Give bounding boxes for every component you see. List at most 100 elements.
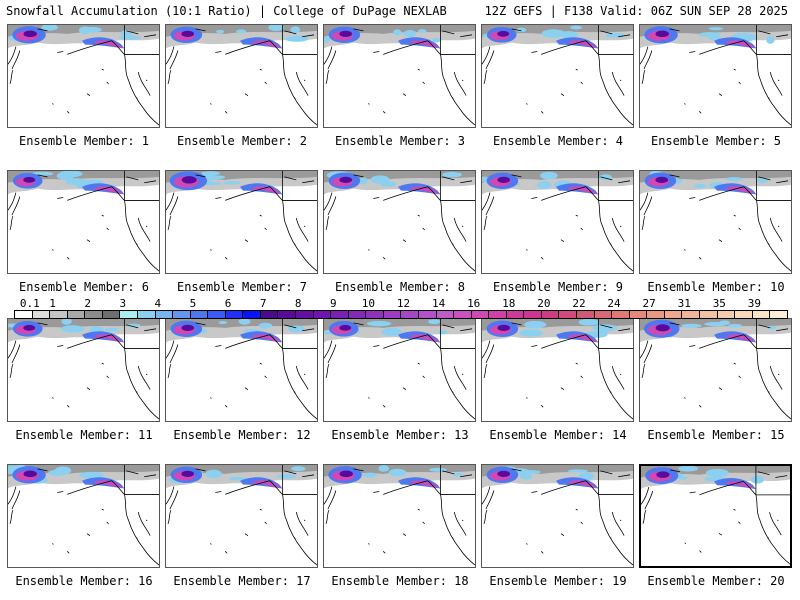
colorbar-swatch (67, 311, 86, 318)
map-panel-member-6[interactable] (7, 170, 160, 274)
map-panel-member-17[interactable] (165, 464, 318, 568)
snowfall-map (640, 25, 791, 126)
colorbar-tick-label: 7 (259, 297, 267, 310)
colorbar-swatch (717, 311, 736, 318)
colorbar-swatch (383, 311, 402, 318)
colorbar-tick-label: 39 (747, 297, 762, 310)
colorbar-swatch (770, 311, 787, 318)
panel-label: Ensemble Member: 5 (650, 134, 782, 148)
panel-label: Ensemble Member: 8 (334, 280, 466, 294)
colorbar-swatch (401, 311, 419, 318)
colorbar (14, 310, 788, 319)
colorbar-tick-label: 24 (607, 297, 621, 310)
colorbar-tick-label: 12 (396, 297, 411, 310)
map-panel-member-14[interactable] (481, 318, 634, 422)
panel-label: Ensemble Member: 15 (647, 428, 785, 442)
colorbar-swatch (50, 311, 68, 318)
panel-label: Ensemble Member: 6 (18, 280, 150, 294)
map-panel-member-3[interactable] (323, 24, 476, 128)
colorbar-swatch (313, 311, 332, 318)
panel-label: Ensemble Member: 12 (173, 428, 311, 442)
map-panel-member-2[interactable] (165, 24, 318, 128)
snowfall-map (482, 319, 633, 420)
colorbar-swatch (489, 311, 507, 318)
map-panel-member-11[interactable] (7, 318, 160, 422)
colorbar-labels: 0.1 1 2 3 4 5 6 7 8 9 10 12 14 16 18 20 22 24 27 31 35 39 (14, 297, 786, 310)
colorbar-tick-label: 16 (467, 297, 481, 310)
map-panel-member-16[interactable] (7, 464, 160, 568)
colorbar-swatch (155, 311, 174, 318)
colorbar-swatch (190, 311, 209, 318)
snowfall-map (641, 466, 790, 565)
snowfall-map (8, 171, 159, 272)
colorbar-tick-label: 31 (677, 297, 691, 310)
map-panel-member-12[interactable] (165, 318, 318, 422)
colorbar-tick-label: 5 (189, 297, 197, 310)
colorbar-swatch (664, 311, 683, 318)
colorbar-swatch (682, 311, 700, 318)
colorbar-tick-label: 18 (502, 297, 516, 310)
colorbar-swatch (454, 311, 472, 318)
colorbar-swatch (331, 311, 349, 318)
panel-label: Ensemble Member: 4 (492, 134, 624, 148)
colorbar-swatch (699, 311, 718, 318)
colorbar-swatch (85, 311, 103, 318)
colorbar-tick-label: 4 (154, 297, 162, 310)
snowfall-map (324, 465, 475, 566)
map-panel-member-4[interactable] (481, 24, 634, 128)
snowfall-map (166, 465, 317, 566)
colorbar-tick-label: 22 (572, 297, 586, 310)
colorbar-tick-label: 8 (294, 297, 302, 310)
panel-label: Ensemble Member: 19 (489, 574, 627, 588)
colorbar-swatch (260, 311, 279, 318)
panel-label: Ensemble Member: 13 (331, 428, 469, 442)
colorbar-swatch (348, 311, 367, 318)
colorbar-swatch (471, 311, 490, 318)
map-panel-member-19[interactable] (481, 464, 634, 568)
colorbar-swatch (15, 311, 33, 318)
colorbar-swatch (594, 311, 613, 318)
colorbar-swatch (173, 311, 191, 318)
snowfall-map (324, 171, 475, 272)
map-panel-member-1[interactable] (7, 24, 160, 128)
panel-label: Ensemble Member: 18 (331, 574, 469, 588)
colorbar-swatch (225, 311, 244, 318)
map-panel-member-20[interactable] (639, 464, 792, 568)
map-panel-member-9[interactable] (481, 170, 634, 274)
colorbar-swatch (418, 311, 437, 318)
colorbar-swatch (243, 311, 261, 318)
colorbar-swatch (436, 311, 455, 318)
snowfall-map (166, 25, 317, 126)
colorbar-swatch (577, 311, 595, 318)
snowfall-map (166, 171, 317, 272)
panel-label: Ensemble Member: 10 (647, 280, 785, 294)
colorbar-swatch (735, 311, 753, 318)
colorbar-tick-label: 1 (49, 297, 56, 310)
colorbar-tick-label: 10 (361, 297, 376, 310)
map-panel-member-15[interactable] (639, 318, 792, 422)
colorbar-swatch (752, 311, 771, 318)
snowfall-map (8, 25, 159, 126)
map-panel-member-8[interactable] (323, 170, 476, 274)
snowfall-map (640, 319, 791, 420)
valid-time: 12Z GEFS | F138 Valid: 06Z SUN SEP 28 20… (484, 4, 788, 18)
colorbar-swatch (647, 311, 665, 318)
colorbar-swatch (524, 311, 542, 318)
map-panel-member-10[interactable] (639, 170, 792, 274)
map-panel-member-5[interactable] (639, 24, 792, 128)
colorbar-swatch (137, 311, 156, 318)
snowfall-map (8, 319, 159, 420)
panel-label: Ensemble Member: 11 (15, 428, 153, 442)
panel-label: Ensemble Member: 9 (492, 280, 624, 294)
panel-label: Ensemble Member: 14 (489, 428, 627, 442)
map-panel-member-18[interactable] (323, 464, 476, 568)
colorbar-tick-label: 3 (119, 297, 127, 310)
map-panel-member-7[interactable] (165, 170, 318, 274)
snowfall-map (166, 319, 317, 420)
colorbar-swatch (612, 311, 630, 318)
colorbar-tick-label: 9 (330, 297, 337, 310)
colorbar-tick-label: 20 (537, 297, 551, 310)
map-panel-member-13[interactable] (323, 318, 476, 422)
panel-label: Ensemble Member: 20 (647, 574, 785, 588)
colorbar-swatch (506, 311, 525, 318)
